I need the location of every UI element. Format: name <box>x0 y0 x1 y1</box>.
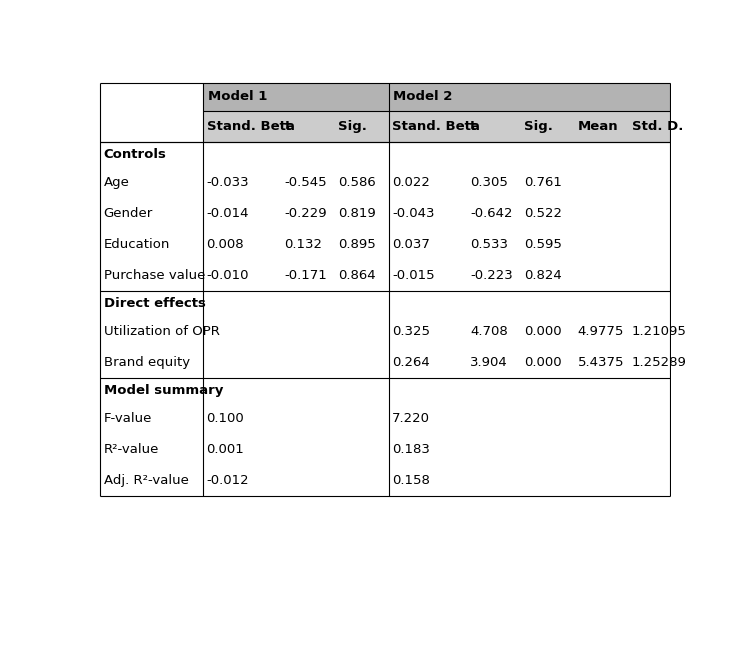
Text: 0.022: 0.022 <box>392 176 430 189</box>
Text: Sig.: Sig. <box>524 120 553 133</box>
Text: Controls: Controls <box>104 148 166 161</box>
Text: Age: Age <box>104 176 130 189</box>
Text: -0.545: -0.545 <box>285 176 327 189</box>
Text: -0.014: -0.014 <box>207 207 249 220</box>
Text: 0.533: 0.533 <box>470 238 508 251</box>
Text: -0.010: -0.010 <box>207 269 249 282</box>
Text: 0.305: 0.305 <box>470 176 508 189</box>
Text: Purchase value: Purchase value <box>104 269 205 282</box>
Text: 4.708: 4.708 <box>470 324 508 337</box>
Text: 0.158: 0.158 <box>392 474 430 487</box>
Text: 1.21095: 1.21095 <box>632 324 686 337</box>
Text: 4.9775: 4.9775 <box>577 324 624 337</box>
Bar <box>203 111 678 142</box>
Text: Adj. R²-value: Adj. R²-value <box>104 474 189 487</box>
Text: 0.000: 0.000 <box>524 356 562 369</box>
Text: Utilization of OPR: Utilization of OPR <box>104 324 219 337</box>
Text: 0.100: 0.100 <box>207 411 245 424</box>
Text: 5.4375: 5.4375 <box>577 356 624 369</box>
Text: -0.223: -0.223 <box>470 269 513 282</box>
Text: -0.642: -0.642 <box>470 207 513 220</box>
Text: 0.895: 0.895 <box>339 238 376 251</box>
Text: 7.220: 7.220 <box>392 411 430 424</box>
Text: 0.824: 0.824 <box>524 269 562 282</box>
Text: Std. D.: Std. D. <box>632 120 683 133</box>
Text: -0.033: -0.033 <box>207 176 249 189</box>
Text: 3.904: 3.904 <box>470 356 508 369</box>
Text: 0.264: 0.264 <box>392 356 430 369</box>
Text: 0.522: 0.522 <box>524 207 562 220</box>
Text: Direct effects: Direct effects <box>104 297 206 310</box>
Text: Gender: Gender <box>104 207 153 220</box>
Text: 0.000: 0.000 <box>524 324 562 337</box>
Text: Stand. Beta: Stand. Beta <box>207 120 295 133</box>
Text: 0.037: 0.037 <box>392 238 430 251</box>
Text: -0.012: -0.012 <box>207 474 249 487</box>
Text: Sig.: Sig. <box>339 120 367 133</box>
Bar <box>389 83 678 111</box>
Text: 0.819: 0.819 <box>339 207 376 220</box>
Text: 0.595: 0.595 <box>524 238 562 251</box>
Text: 0.864: 0.864 <box>339 269 376 282</box>
Bar <box>203 83 389 111</box>
Text: -0.043: -0.043 <box>392 207 435 220</box>
Text: t: t <box>285 120 291 133</box>
Text: 0.001: 0.001 <box>207 443 245 456</box>
Text: 1.25289: 1.25289 <box>632 356 686 369</box>
Text: t: t <box>470 120 477 133</box>
Text: Mean: Mean <box>577 120 618 133</box>
Text: F-value: F-value <box>104 411 152 424</box>
Text: Model 2: Model 2 <box>393 90 453 103</box>
Text: Brand equity: Brand equity <box>104 356 189 369</box>
Text: Model 1: Model 1 <box>207 90 267 103</box>
Text: 0.183: 0.183 <box>392 443 430 456</box>
Text: 0.325: 0.325 <box>392 324 430 337</box>
Text: R²-value: R²-value <box>104 443 159 456</box>
Bar <box>100 83 670 496</box>
Text: Model summary: Model summary <box>104 384 223 397</box>
Text: Education: Education <box>104 238 170 251</box>
Text: Stand. Beta: Stand. Beta <box>392 120 480 133</box>
Text: 0.008: 0.008 <box>207 238 244 251</box>
Text: -0.229: -0.229 <box>285 207 327 220</box>
Text: 0.586: 0.586 <box>339 176 376 189</box>
Text: 0.132: 0.132 <box>285 238 322 251</box>
Text: 0.761: 0.761 <box>524 176 562 189</box>
Text: -0.171: -0.171 <box>285 269 327 282</box>
Text: -0.015: -0.015 <box>392 269 435 282</box>
